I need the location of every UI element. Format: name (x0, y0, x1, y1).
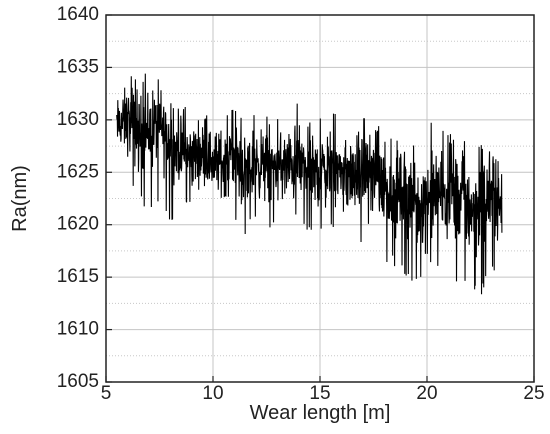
y-tick-label: 1630 (57, 109, 99, 130)
y-tick-labels: 1605 1610 1615 1620 1625 1630 1635 1640 (57, 4, 99, 392)
y-tick-label: 1625 (57, 161, 99, 182)
y-tick-label: 1640 (57, 4, 99, 25)
series-line (116, 73, 503, 295)
y-tick-label: 1620 (57, 214, 99, 235)
x-tick-label: 10 (202, 383, 223, 404)
x-axis-title: Wear length [m] (250, 402, 391, 424)
grid (106, 15, 534, 382)
series-group (116, 73, 503, 295)
x-tick-label: 15 (309, 383, 330, 404)
x-tick-label: 5 (101, 383, 112, 404)
x-tick-labels: 5 10 15 20 25 (101, 383, 545, 404)
x-tick-label: 25 (523, 383, 544, 404)
y-tick-label: 1610 (57, 319, 99, 340)
axis-ticks (105, 14, 535, 383)
y-tick-label: 1635 (57, 56, 99, 77)
y-tick-label: 1615 (57, 266, 99, 287)
y-axis-title: Ra(nm) (9, 165, 31, 232)
y-tick-label: 1605 (57, 371, 99, 392)
x-tick-label: 20 (416, 383, 437, 404)
